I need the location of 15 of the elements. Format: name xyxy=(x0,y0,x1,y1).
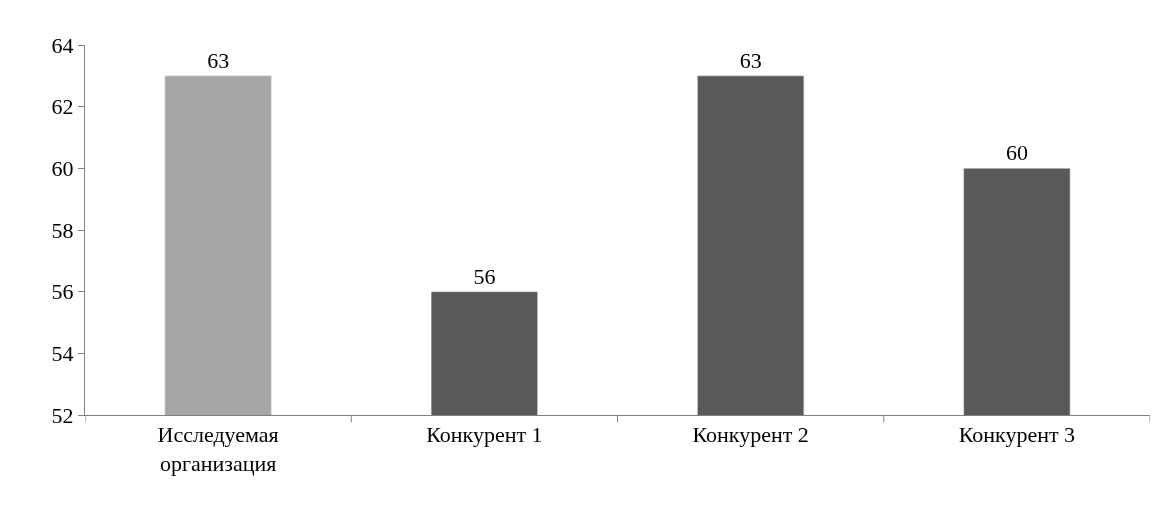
data-label: 63 xyxy=(739,47,762,73)
y-tick-label: 54 xyxy=(51,341,74,367)
data-label: 60 xyxy=(1005,140,1028,166)
x-tick-label: Конкурент 2 xyxy=(692,422,809,448)
y-tick-label: 52 xyxy=(51,402,74,428)
data-label: 63 xyxy=(207,47,230,73)
x-tick-label: Конкурент 1 xyxy=(426,422,543,448)
y-tick-label: 62 xyxy=(51,94,74,120)
y-tick-label: 64 xyxy=(51,32,74,58)
y-tick-label: 56 xyxy=(51,279,74,305)
y-tick-label: 58 xyxy=(51,217,74,243)
data-label: 56 xyxy=(473,263,496,289)
y-tick-label: 60 xyxy=(51,156,74,182)
x-tick-label: Исследуемая организация xyxy=(157,422,279,476)
x-tick-label: Конкурент 3 xyxy=(958,422,1076,448)
